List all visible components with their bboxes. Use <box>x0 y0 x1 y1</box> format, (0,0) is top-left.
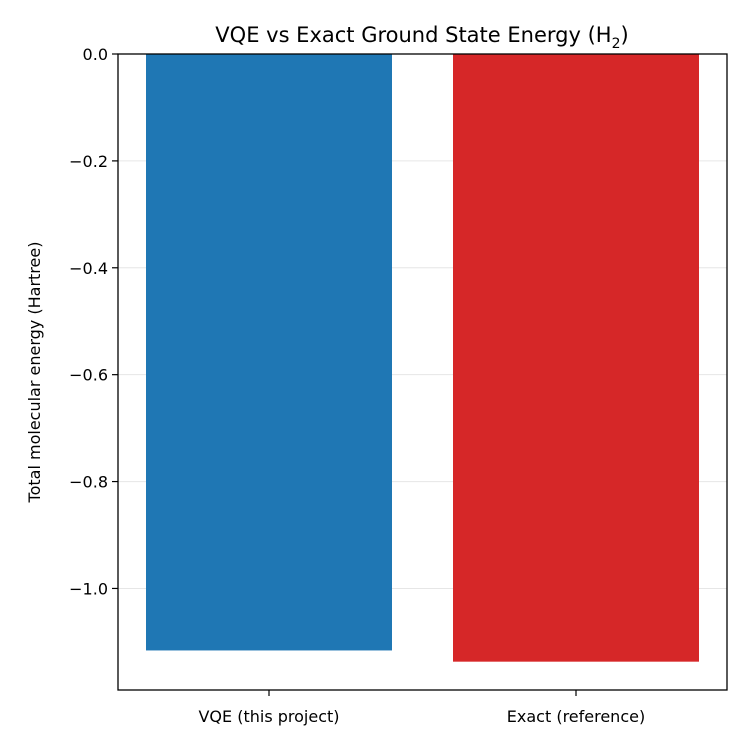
y-tick-label: −0.8 <box>69 473 108 492</box>
y-axis-ticks: 0.0 −0.2 −0.4 −0.6 −0.8 −1.0 <box>69 45 118 598</box>
y-axis-label: Total molecular energy (Hartree) <box>25 242 44 504</box>
y-tick-label: −0.2 <box>69 152 108 171</box>
bar <box>146 54 392 651</box>
bar <box>453 54 699 662</box>
chart-title-end: ) <box>620 23 628 47</box>
y-tick-label: −0.6 <box>69 366 108 385</box>
y-tick-label: −1.0 <box>69 579 108 598</box>
chart-title: VQE vs Exact Ground State Energy (H2) <box>215 23 628 52</box>
chart-title-main: VQE vs Exact Ground State Energy (H <box>215 23 611 47</box>
plot-frame <box>117 53 728 691</box>
y-tick-label: −0.4 <box>69 259 108 278</box>
y-tick-label: 0.0 <box>83 45 108 64</box>
x-tick-label: VQE (this project) <box>198 707 339 726</box>
x-axis-ticks: VQE (this project) Exact (reference) <box>198 690 645 726</box>
bars <box>146 54 699 662</box>
x-tick-label: Exact (reference) <box>507 707 645 726</box>
chart-title-subscript: 2 <box>612 36 621 52</box>
